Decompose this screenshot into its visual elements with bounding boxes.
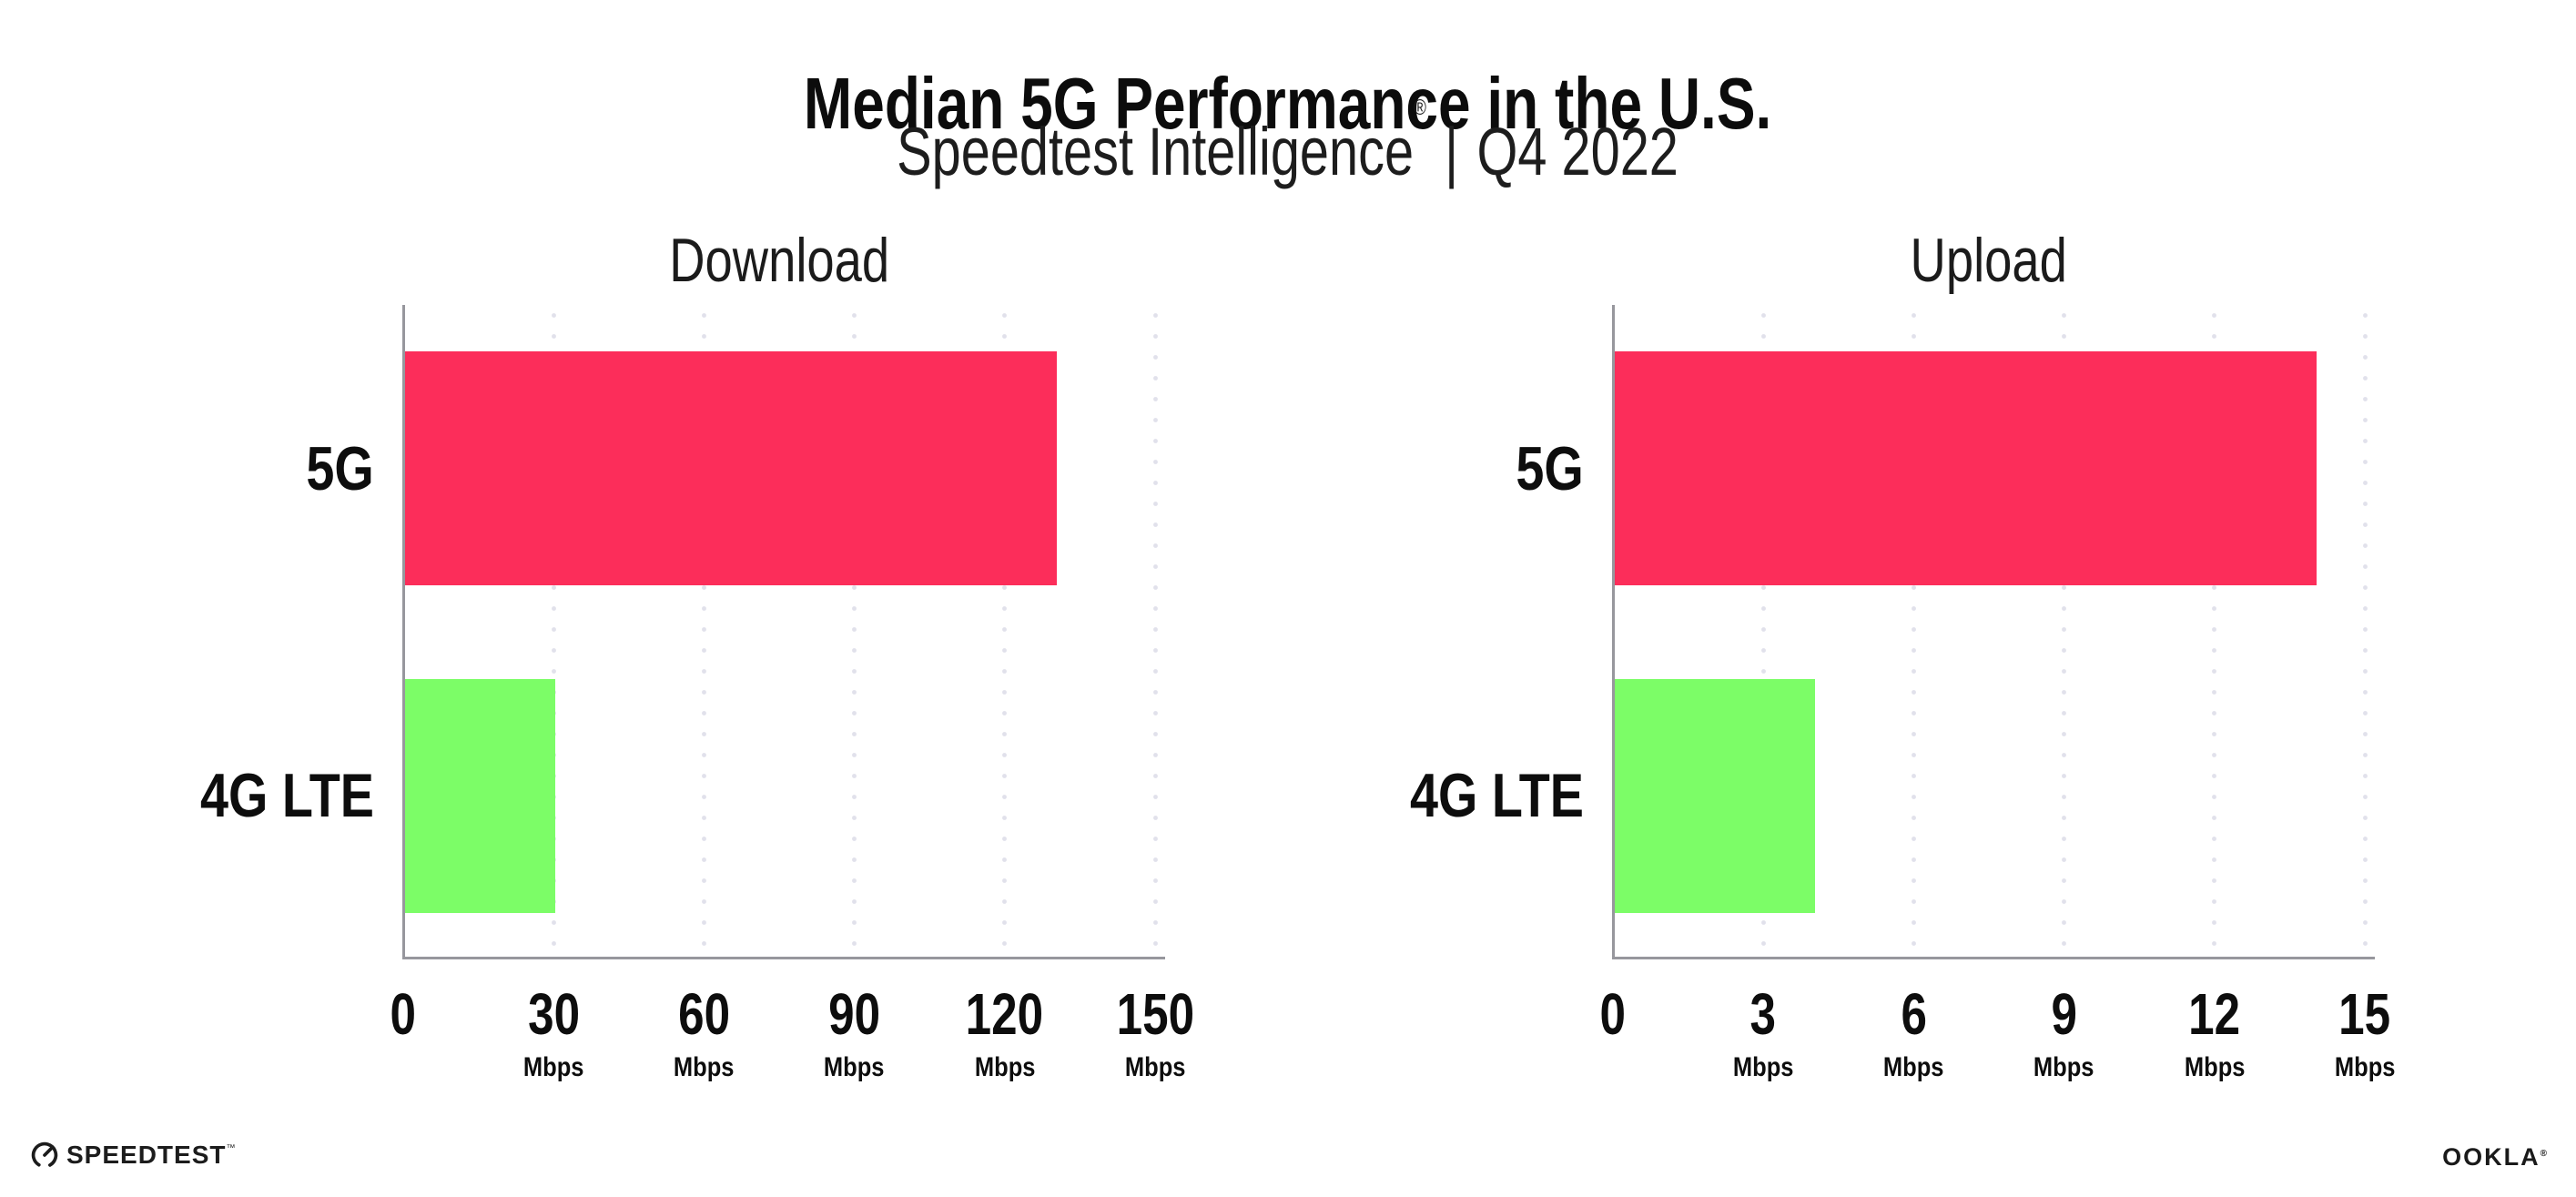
category-label-5g-text: 5G (306, 433, 374, 503)
gridline-90-mbps (852, 305, 857, 956)
download-chart-title-text: Download (669, 226, 889, 295)
upload-y-axis (1612, 305, 1615, 959)
tick-label-3-text: 3 (1749, 981, 1777, 1047)
tick-unit-label-3-text: Mbps (1732, 1052, 1794, 1082)
tick-label-0: 0 (312, 985, 494, 1043)
ookla-logo: OOKLA® (2442, 1143, 2549, 1172)
category-label-5g: 5G (83, 438, 374, 500)
tick-unit-label-60-text: Mbps (674, 1052, 735, 1082)
tick-label-12: 12 (2124, 985, 2306, 1043)
download-plot-area (402, 305, 1166, 959)
speedtest-wordmark: SPEEDTEST (66, 1141, 227, 1169)
subtitle-period: Q4 2022 (1476, 114, 1679, 189)
tick-unit-label-15: Mbps (2274, 1054, 2456, 1081)
bar-5g-upload (1615, 351, 2317, 586)
gridline-60-mbps (701, 305, 706, 956)
tick-label-150-text: 150 (1116, 981, 1194, 1047)
tick-label-9-text: 9 (2051, 981, 2077, 1047)
tick-unit-label-90: Mbps (764, 1054, 946, 1081)
upload-chart-title-text: Upload (1910, 226, 2068, 295)
tick-label-6: 6 (1822, 985, 2004, 1043)
tick-unit-label-3: Mbps (1672, 1054, 1854, 1081)
tick-label-60: 60 (613, 985, 795, 1043)
tick-label-30: 30 (462, 985, 644, 1043)
tick-label-120-text: 120 (966, 981, 1044, 1047)
gridline-9-mbps (2062, 305, 2067, 956)
tick-unit-label-6-text: Mbps (1883, 1052, 1944, 1082)
tick-unit-label-6: Mbps (1822, 1054, 2004, 1081)
page-title-text: Median 5G Performance in the U.S. (804, 62, 1772, 144)
gridline-150-mbps (1152, 305, 1158, 956)
tick-label-60-text: 60 (677, 981, 730, 1047)
bar-5g-download (405, 351, 1057, 586)
tick-unit-label-150-text: Mbps (1124, 1052, 1186, 1082)
page-subtitle: Speedtest Intelligence® | Q4 2022 (0, 97, 2576, 189)
registered-symbol: ® (1414, 96, 1427, 121)
subtitle-divider: | (1445, 114, 1459, 189)
tick-unit-label-120-text: Mbps (974, 1052, 1036, 1082)
tick-label-3: 3 (1672, 985, 1854, 1043)
tick-unit-label-90-text: Mbps (824, 1052, 885, 1082)
download-y-axis (402, 305, 405, 959)
bar-4g-lte-upload (1615, 678, 1816, 913)
ookla-wordmark: OOKLA (2442, 1143, 2541, 1171)
tick-label-30-text: 30 (527, 981, 580, 1047)
bar-4g-lte-download (405, 678, 556, 913)
category-label-5g: 5G (1293, 438, 1584, 500)
tick-label-9: 9 (1973, 985, 2155, 1043)
upload-plot-area (1612, 305, 2376, 959)
tick-unit-label-15-text: Mbps (2334, 1052, 2396, 1082)
tick-label-120: 120 (914, 985, 1096, 1043)
tick-unit-label-150: Mbps (1064, 1054, 1246, 1081)
gridline-3-mbps (1760, 305, 1766, 956)
tick-label-15: 15 (2274, 985, 2456, 1043)
download-x-axis (402, 957, 1165, 959)
tick-label-6-text: 6 (1901, 981, 1927, 1047)
tick-unit-label-12: Mbps (2124, 1054, 2306, 1081)
tick-unit-label-30-text: Mbps (522, 1052, 584, 1082)
category-label-4g-lte-text: 4G LTE (199, 761, 374, 831)
category-label-5g-text: 5G (1516, 433, 1584, 503)
tick-label-150: 150 (1064, 985, 1246, 1043)
tick-unit-label-9-text: Mbps (2033, 1052, 2094, 1082)
tick-label-0-text: 0 (390, 981, 417, 1047)
category-label-4g-lte: 4G LTE (83, 765, 374, 827)
upload-x-axis (1612, 957, 2375, 959)
trademark-symbol: ™ (226, 1142, 236, 1153)
subtitle-brand: Speedtest Intelligence (897, 114, 1415, 189)
upload-chart-title: Upload (1716, 229, 2262, 291)
tick-label-0-text: 0 (1599, 981, 1627, 1047)
category-label-4g-lte: 4G LTE (1293, 765, 1584, 827)
gridline-6-mbps (1911, 305, 1916, 956)
tick-label-90: 90 (764, 985, 946, 1043)
tick-label-90-text: 90 (828, 981, 881, 1047)
page-title: Median 5G Performance in the U.S. (0, 62, 2576, 144)
gridline-120-mbps (1002, 305, 1008, 956)
gridline-12-mbps (2212, 305, 2217, 956)
tick-unit-label-30: Mbps (462, 1054, 644, 1081)
gridline-15-mbps (2362, 305, 2368, 956)
registered-symbol: ® (2540, 1149, 2549, 1159)
tick-unit-label-12-text: Mbps (2184, 1052, 2246, 1082)
speedtest-logo: SPEEDTEST ™ (30, 1140, 235, 1171)
category-label-4g-lte-text: 4G LTE (1409, 761, 1584, 831)
tick-unit-label-60: Mbps (613, 1054, 795, 1081)
tick-label-12-text: 12 (2188, 981, 2241, 1047)
tick-label-15-text: 15 (2338, 981, 2391, 1047)
tick-label-0: 0 (1522, 985, 1704, 1043)
speedtest-gauge-icon (31, 1141, 58, 1169)
tick-unit-label-9: Mbps (1973, 1054, 2155, 1081)
download-chart-title: Download (506, 229, 1052, 291)
gridline-30-mbps (551, 305, 556, 956)
tick-unit-label-120: Mbps (914, 1054, 1096, 1081)
